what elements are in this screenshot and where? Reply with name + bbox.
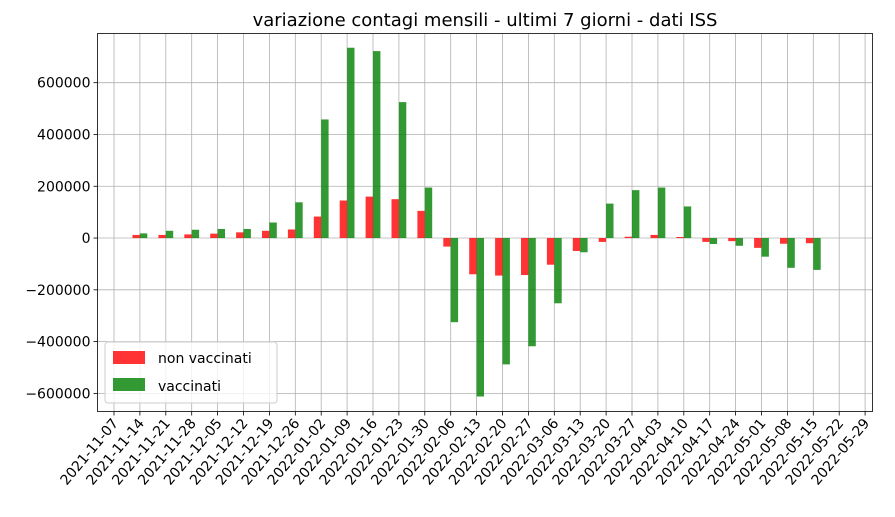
bar-non-vaccinati bbox=[365, 196, 373, 239]
bar-vaccinati bbox=[683, 206, 692, 239]
bar-vaccinati bbox=[502, 238, 510, 365]
bar-non-vaccinati bbox=[650, 234, 658, 239]
y-tick-label: 0 bbox=[82, 231, 91, 247]
y-tick-label: −200000 bbox=[25, 283, 90, 299]
bar-vaccinati bbox=[269, 222, 277, 239]
bar-non-vaccinati bbox=[236, 232, 244, 239]
bar-non-vaccinati bbox=[728, 238, 736, 242]
y-axis-ticks: −600000 −400000 −200000 0 200000 400000 600000 bbox=[25, 76, 98, 402]
y-tick-label: 400000 bbox=[37, 127, 90, 143]
bar-vaccinati bbox=[217, 228, 225, 239]
y-tick-label: 600000 bbox=[37, 76, 90, 92]
bar-non-vaccinati bbox=[132, 234, 140, 239]
legend-swatch-vaccinati bbox=[113, 378, 145, 391]
bar-vaccinati bbox=[373, 51, 381, 239]
bar-vaccinati bbox=[761, 238, 769, 257]
bar-non-vaccinati bbox=[702, 238, 710, 242]
bar-non-vaccinati bbox=[754, 238, 762, 248]
bar-vaccinati bbox=[321, 119, 329, 239]
bar-vaccinati bbox=[424, 187, 433, 239]
bar-non-vaccinati bbox=[780, 238, 788, 244]
legend: non vaccinati vaccinati bbox=[104, 341, 278, 404]
bar-non-vaccinati bbox=[495, 238, 503, 276]
bar-non-vaccinati bbox=[469, 238, 477, 275]
bar-vaccinati bbox=[709, 238, 718, 244]
bar-non-vaccinati bbox=[210, 233, 218, 239]
bar-vaccinati bbox=[787, 238, 795, 268]
legend-label-non-vaccinati: non vaccinati bbox=[158, 351, 252, 367]
bar-non-vaccinati bbox=[546, 238, 555, 265]
bar-non-vaccinati bbox=[417, 210, 425, 239]
bar-vaccinati bbox=[243, 228, 251, 239]
bar-vaccinati bbox=[580, 238, 588, 253]
bar-non-vaccinati bbox=[805, 238, 814, 244]
bar-non-vaccinati bbox=[287, 229, 296, 239]
bar-vaccinati bbox=[476, 238, 484, 397]
x-axis-ticks: 2021-11-072021-11-142021-11-212021-11-28… bbox=[58, 411, 873, 488]
bar-vaccinati bbox=[657, 187, 666, 239]
bars bbox=[132, 47, 821, 397]
bar-vaccinati bbox=[139, 233, 148, 239]
bar-vaccinati bbox=[632, 190, 640, 239]
y-tick-label: 200000 bbox=[37, 179, 90, 195]
bar-non-vaccinati bbox=[624, 236, 632, 239]
bar-non-vaccinati bbox=[313, 216, 322, 239]
legend-label-vaccinati: vaccinati bbox=[158, 379, 221, 395]
bar-non-vaccinati bbox=[391, 199, 399, 239]
chart-title: variazione contagi mensili - ultimi 7 gi… bbox=[253, 10, 718, 31]
bar-vaccinati bbox=[165, 230, 174, 239]
plot-frame bbox=[97, 33, 873, 412]
bar-vaccinati bbox=[191, 229, 200, 239]
y-tick-label: −400000 bbox=[25, 335, 90, 351]
legend-box bbox=[104, 341, 278, 404]
bar-vaccinati bbox=[450, 238, 459, 323]
bar-vaccinati bbox=[295, 202, 303, 239]
bar-non-vaccinati bbox=[262, 230, 270, 239]
bar-non-vaccinati bbox=[572, 238, 581, 251]
legend-swatch-non-vaccinati bbox=[113, 351, 145, 364]
bar-vaccinati bbox=[735, 238, 743, 246]
bar-non-vaccinati bbox=[521, 238, 529, 276]
bar-non-vaccinati bbox=[184, 234, 192, 239]
bar-vaccinati bbox=[606, 203, 614, 239]
bar-non-vaccinati bbox=[443, 238, 451, 247]
bar-non-vaccinati bbox=[339, 200, 348, 239]
bar-vaccinati bbox=[554, 238, 562, 304]
bar-vaccinati bbox=[398, 102, 407, 239]
y-tick-label: −600000 bbox=[25, 386, 90, 402]
bar-vaccinati bbox=[347, 47, 355, 239]
bar-vaccinati bbox=[813, 238, 821, 270]
bar-non-vaccinati bbox=[598, 238, 607, 242]
bar-non-vaccinati bbox=[158, 234, 166, 239]
bar-non-vaccinati bbox=[676, 236, 684, 239]
bar-vaccinati bbox=[528, 238, 536, 347]
